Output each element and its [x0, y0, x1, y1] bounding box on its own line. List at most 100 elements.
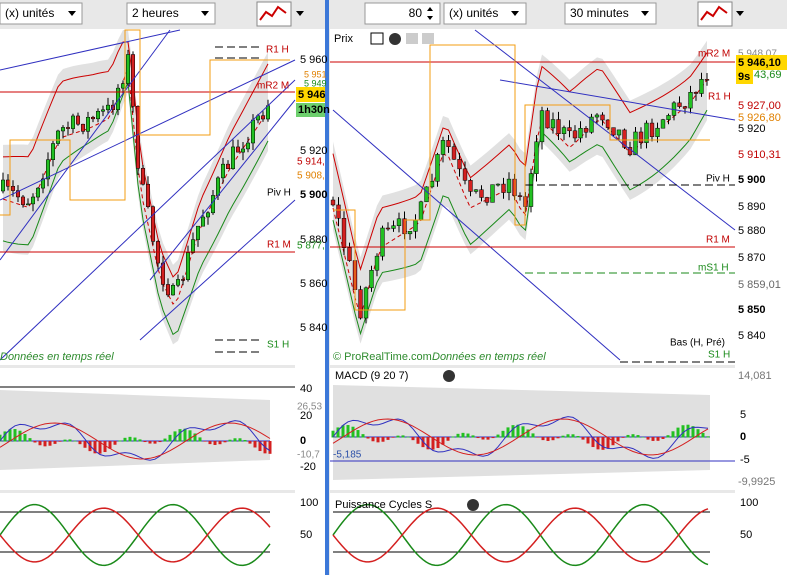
macd-histogram [38, 441, 42, 446]
signal-line [332, 418, 709, 456]
macd-histogram [138, 439, 142, 442]
level-label: mR2 M [698, 49, 730, 60]
macd-histogram [486, 437, 490, 440]
macd-histogram [53, 441, 57, 444]
macd-histogram [376, 437, 380, 443]
macd-histogram [103, 441, 107, 453]
candle [611, 127, 616, 136]
candle [236, 146, 240, 153]
candle [677, 102, 682, 107]
close-icon[interactable] [443, 370, 455, 382]
macd-histogram [63, 439, 67, 442]
bollinger-cloud [333, 40, 707, 344]
dropdown-arrow[interactable] [736, 11, 744, 16]
macd-histogram [551, 437, 555, 441]
candle [545, 110, 550, 129]
macd-histogram [133, 437, 137, 442]
trend-line [332, 109, 621, 361]
macd-histogram [208, 441, 212, 445]
icon[interactable] [422, 33, 434, 44]
timeframe-dropdown[interactable] [126, 2, 216, 25]
candle [440, 140, 446, 155]
axis-label: -5 [740, 454, 750, 466]
units-dropdown[interactable] [443, 2, 527, 25]
copyright: © ProRealTime.com [333, 351, 432, 363]
candle [191, 239, 195, 253]
count-input[interactable] [364, 2, 441, 25]
candle [363, 287, 369, 319]
candle [385, 227, 391, 230]
left-toolbar: (x) unités 2 heures [0, 1, 304, 27]
candle [578, 127, 583, 139]
dropdown-arrow[interactable] [296, 11, 304, 16]
macd-histogram [193, 433, 197, 442]
macd-histogram [536, 437, 540, 438]
units-dropdown[interactable] [0, 2, 83, 25]
macd-histogram [43, 441, 47, 447]
macd-histogram [626, 434, 630, 438]
close-icon[interactable] [467, 499, 479, 511]
macd-histogram [396, 435, 400, 438]
macd-histogram [681, 425, 685, 438]
macd-histogram [113, 441, 117, 445]
cycle-line [0, 507, 271, 563]
macd-histogram [8, 429, 12, 442]
macd-histogram [243, 439, 247, 442]
trend-line [0, 59, 296, 201]
macd-histogram [93, 441, 97, 454]
candle [141, 168, 145, 185]
candle [171, 284, 175, 296]
candle [76, 115, 80, 125]
macd-histogram [696, 429, 700, 438]
macd-histogram [601, 437, 605, 450]
candle [649, 122, 655, 137]
macd-histogram [576, 435, 580, 438]
axis-label: -20 [300, 461, 316, 473]
candle [86, 116, 90, 132]
price-tag: 5 946,10 [738, 57, 781, 69]
price-tag-box [736, 55, 787, 70]
timeframe-text: 2 heures [132, 6, 179, 20]
icon[interactable] [370, 32, 384, 45]
candle [71, 115, 75, 129]
macd-histogram [561, 435, 565, 438]
macd-histogram [706, 436, 710, 438]
left-axis [295, 29, 325, 575]
macd-histogram [198, 437, 202, 442]
spinner[interactable] [427, 7, 433, 20]
level-label: R1 H [266, 45, 289, 56]
macd-histogram [591, 437, 595, 448]
candle [688, 92, 693, 109]
right-axis [735, 29, 787, 575]
price-tag: 1h30n [298, 104, 330, 116]
candle [1, 179, 5, 192]
band-upper [2, 41, 269, 278]
candle [347, 247, 352, 261]
price-tag: 5 910,31 [738, 149, 781, 161]
timeframe-dropdown[interactable] [564, 2, 657, 25]
candle [539, 110, 545, 143]
macd-histogram [521, 426, 525, 438]
right-cycles-panel [330, 493, 735, 575]
chart-drawings [0, 29, 736, 567]
axis-label: 5 900 [738, 174, 766, 186]
candle [589, 116, 594, 133]
macd-histogram [446, 437, 450, 441]
level-label: R1 M [706, 235, 730, 246]
macd-histogram [556, 437, 560, 439]
macd-histogram [496, 434, 500, 438]
close-icon[interactable] [389, 33, 401, 45]
macd-histogram [233, 438, 237, 442]
macd-histogram [426, 437, 430, 450]
price-tag: 5 877, [297, 241, 325, 252]
level-label: R1 M [267, 240, 291, 251]
candle [473, 189, 479, 192]
macd-histogram [531, 433, 535, 438]
divider[interactable] [325, 0, 329, 575]
macd-histogram [411, 437, 415, 441]
macd-histogram [73, 440, 77, 442]
macd-histogram [83, 441, 87, 448]
icon[interactable] [406, 33, 418, 44]
candle [221, 163, 225, 179]
